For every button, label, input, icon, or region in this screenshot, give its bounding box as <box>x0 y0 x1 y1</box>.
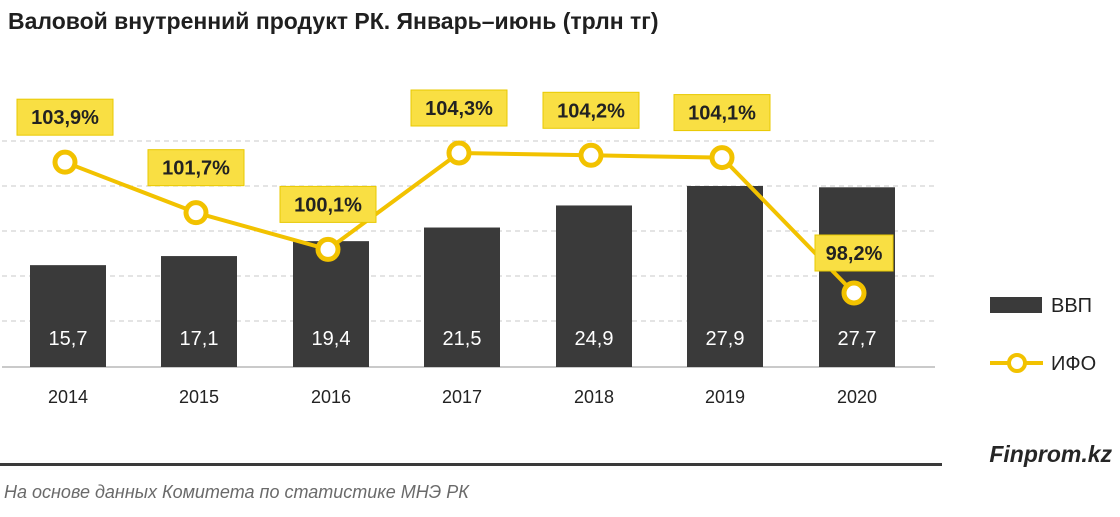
ifo-data-label: 103,9% <box>31 107 99 129</box>
footer-divider <box>0 463 942 466</box>
gdp-bar <box>30 265 106 367</box>
chart-title: Валовой внутренний продукт РК. Январь–ию… <box>8 8 659 34</box>
legend-bar-swatch <box>990 297 1042 313</box>
gdp-bar-label: 17,1 <box>180 328 219 350</box>
gdp-bar <box>161 256 237 367</box>
ifo-point <box>578 142 604 168</box>
gdp-bar-label: 15,7 <box>49 328 88 350</box>
x-tick-label: 2015 <box>179 387 219 407</box>
x-tick-label: 2018 <box>574 387 614 407</box>
source-note: На основе данных Комитета по статистике … <box>4 482 469 502</box>
gdp-bar-label: 19,4 <box>312 328 351 350</box>
ifo-label-box <box>814 234 894 272</box>
ifo-data-label: 104,1% <box>688 103 756 125</box>
x-tick-label: 2019 <box>705 387 745 407</box>
ifo-data-label: 101,7% <box>162 158 230 180</box>
ifo-data-label: 104,3% <box>425 98 493 120</box>
gdp-chart: 15,7 17,1 19,4 21,5 24,9 27,9 27,7 2014 2015 2016… <box>2 89 1096 407</box>
gdp-bar <box>819 187 895 367</box>
x-tick-label: 2020 <box>837 387 877 407</box>
legend-bar-label: ВВП <box>1051 295 1092 317</box>
gdp-bar <box>687 186 763 367</box>
ifo-point <box>52 149 78 175</box>
ifo-data-label: 100,1% <box>294 194 362 216</box>
ifo-point <box>841 280 867 306</box>
gdp-bar <box>293 241 369 367</box>
gdp-bar <box>424 227 500 367</box>
gdp-bar-label: 21,5 <box>443 328 482 350</box>
ifo-point <box>183 200 209 226</box>
ifo-data-label: 98,2% <box>826 243 883 265</box>
x-tick-label: 2017 <box>442 387 482 407</box>
ifo-point <box>315 236 341 262</box>
x-tick-label: 2014 <box>48 387 88 407</box>
ifo-label-box <box>542 91 640 129</box>
x-tick-label: 2016 <box>311 387 351 407</box>
legend-line-label: ИФО <box>1051 353 1096 375</box>
gdp-bar-label: 27,9 <box>706 328 745 350</box>
gdp-bar-label: 27,7 <box>838 328 877 350</box>
ifo-label-box <box>16 98 114 136</box>
ifo-label-box <box>279 185 377 223</box>
ifo-label-box <box>673 94 771 132</box>
ifo-label-box <box>410 89 508 127</box>
gdp-bar-label: 24,9 <box>575 328 614 350</box>
brand-logo: Finprom.kz <box>989 441 1112 467</box>
ifo-point <box>446 140 472 166</box>
legend-line-marker <box>1007 353 1027 373</box>
gdp-bar <box>556 205 632 367</box>
ifo-data-label: 104,2% <box>557 100 625 122</box>
ifo-label-box <box>147 149 245 187</box>
ifo-point <box>709 145 735 171</box>
